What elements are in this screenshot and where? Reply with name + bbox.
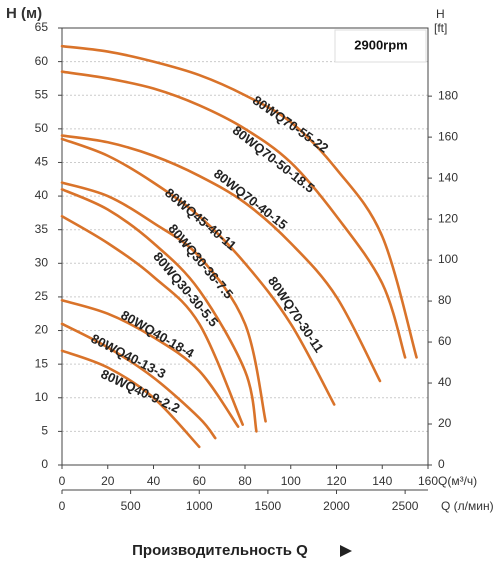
x-tick-label: 140 bbox=[372, 474, 392, 488]
curve bbox=[60, 214, 245, 426]
y2-tick-label: 140 bbox=[438, 170, 458, 184]
annotation-box bbox=[334, 29, 427, 63]
x-tick-label: 160 bbox=[418, 474, 438, 488]
y2-tick-label: 160 bbox=[438, 129, 458, 143]
y2-axis-label: [ft] bbox=[434, 21, 447, 35]
x-tick-label: 120 bbox=[326, 474, 346, 488]
curve bbox=[60, 188, 258, 433]
y-tick-label: 50 bbox=[35, 121, 49, 135]
curve bbox=[60, 349, 201, 449]
y-tick-label: 35 bbox=[35, 222, 49, 236]
y-tick-label: 5 bbox=[41, 424, 48, 438]
curve bbox=[60, 181, 267, 423]
annotation: 2900rpm bbox=[354, 37, 407, 52]
curve-label: 80WQ70-30-11 bbox=[265, 274, 327, 355]
x-tick-label: 60 bbox=[193, 474, 207, 488]
y-tick-label: 60 bbox=[35, 54, 49, 68]
footer: Производительность Q bbox=[132, 542, 308, 559]
curve-label: 80WQ45-40-11 bbox=[162, 185, 239, 253]
y-tick-label: 0 bbox=[41, 457, 48, 471]
x-axis-label: Q(м³/ч) bbox=[438, 474, 477, 488]
x2-axis-label: Q (л/мин) bbox=[441, 499, 494, 513]
y-tick-label: 20 bbox=[35, 323, 49, 337]
curve bbox=[60, 322, 217, 440]
curve-label: 80WQ70-40-15 bbox=[211, 166, 290, 233]
x-tick-label: 0 bbox=[59, 474, 66, 488]
y-axis-label: H (м) bbox=[6, 5, 42, 22]
curve bbox=[60, 70, 407, 359]
y2-tick-label: 80 bbox=[438, 293, 452, 307]
y2-axis-label: H bbox=[436, 7, 445, 21]
y2-tick-label: 20 bbox=[438, 416, 452, 430]
curve bbox=[60, 44, 418, 359]
x-tick-label: 100 bbox=[281, 474, 301, 488]
y-tick-label: 10 bbox=[35, 390, 49, 404]
plot-frame bbox=[61, 27, 429, 466]
x-tick-label: 40 bbox=[147, 474, 161, 488]
x2-tick-label: 1000 bbox=[186, 499, 213, 513]
curve bbox=[60, 137, 336, 406]
y2-tick-label: 60 bbox=[438, 334, 452, 348]
y-tick-label: 30 bbox=[35, 255, 49, 269]
y2-tick-label: 120 bbox=[438, 211, 458, 225]
y-tick-label: 65 bbox=[35, 20, 49, 34]
y-tick-label: 55 bbox=[35, 87, 49, 101]
curve bbox=[60, 134, 382, 383]
x2-tick-label: 1500 bbox=[255, 499, 282, 513]
y2-tick-label: 0 bbox=[438, 457, 445, 471]
y-tick-label: 45 bbox=[35, 155, 49, 169]
y-tick-label: 25 bbox=[35, 289, 49, 303]
x-tick-label: 80 bbox=[238, 474, 252, 488]
curve bbox=[60, 298, 240, 428]
x2-tick-label: 2500 bbox=[392, 499, 419, 513]
x2-tick-label: 2000 bbox=[323, 499, 350, 513]
y2-tick-label: 180 bbox=[438, 88, 458, 102]
arrow-icon bbox=[340, 545, 352, 557]
x-tick-label: 20 bbox=[101, 474, 115, 488]
y-tick-label: 40 bbox=[35, 188, 49, 202]
y-tick-label: 15 bbox=[35, 356, 49, 370]
x2-tick-label: 500 bbox=[121, 499, 141, 513]
y2-tick-label: 100 bbox=[438, 252, 458, 266]
y2-tick-label: 40 bbox=[438, 375, 452, 389]
x2-tick-label: 0 bbox=[59, 499, 66, 513]
